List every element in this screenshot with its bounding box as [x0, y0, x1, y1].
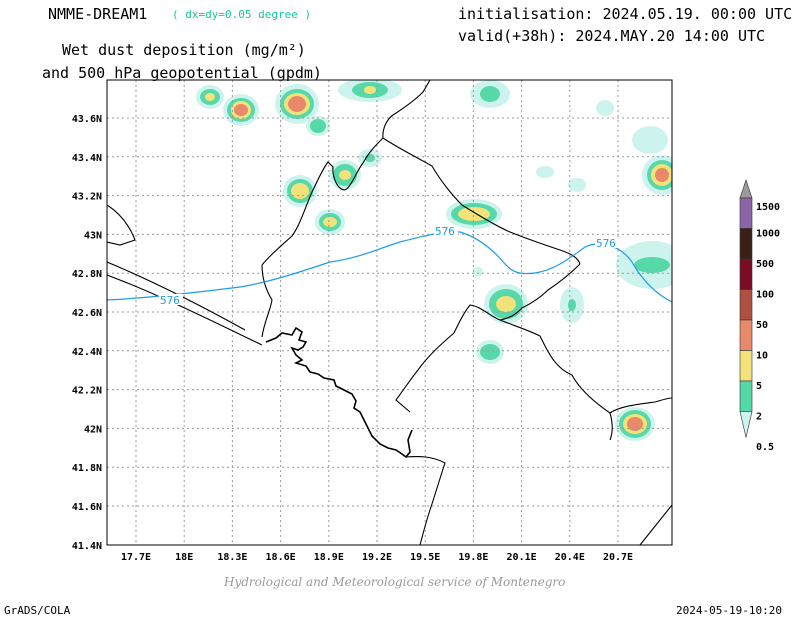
legend-level-label: 0.5	[756, 442, 774, 453]
contour-label: 576	[160, 294, 180, 307]
lon-tick-label: 20.4E	[555, 552, 585, 563]
model-name: NMME-DREAM1	[48, 5, 148, 23]
legend-swatch	[739, 289, 753, 321]
contour-label: 576	[596, 237, 616, 250]
lat-tick-label: 43.2N	[72, 192, 102, 203]
border-line	[107, 261, 246, 331]
deposition-blob	[306, 116, 330, 136]
legend-cap-top	[739, 179, 753, 199]
deposition-blob	[476, 340, 504, 364]
lon-tick-label: 17.7E	[121, 552, 151, 563]
color-legend: 1500 1000 500 100 50 10 5 2 0.5	[739, 179, 780, 453]
lat-tick-label: 43.6N	[72, 114, 102, 125]
legend-level-label: 2	[756, 412, 762, 423]
border-line	[107, 204, 136, 246]
lon-tick-label: 18.6E	[266, 552, 296, 563]
deposition-blob	[616, 241, 672, 289]
deposition-blob	[632, 126, 668, 154]
deposition-blob	[568, 178, 586, 192]
legend-swatch	[739, 319, 753, 351]
legend-swatch	[739, 228, 753, 260]
deposition-blob	[484, 284, 528, 324]
lon-tick-label: 19.2E	[362, 552, 392, 563]
lat-tick-label: 43.4N	[72, 153, 102, 164]
software-label: GrADS/COLA	[4, 604, 71, 617]
legend-level-label: 100	[756, 290, 774, 301]
lon-tick-label: 20.7E	[603, 552, 633, 563]
lat-tick-label: 42.4N	[72, 347, 102, 358]
chart-title-line1: Wet dust deposition (mg/m²)	[62, 41, 306, 59]
resolution-note: ( dx=dy=0.05 degree )	[172, 8, 312, 21]
deposition-blob	[470, 80, 510, 108]
border-line	[404, 455, 446, 545]
border-line	[609, 412, 613, 441]
timestamp-label: 2024-05-19-10:20	[676, 604, 782, 617]
lon-tick-label: 18E	[175, 552, 193, 563]
deposition-blob	[196, 85, 224, 109]
legend-cap-bottom	[739, 411, 753, 438]
lat-tick-label: 42.2N	[72, 386, 102, 397]
border-line	[382, 137, 581, 265]
legend-level-label: 50	[756, 320, 768, 331]
lon-tick-label: 19.5E	[410, 552, 440, 563]
border-line	[639, 504, 672, 545]
legend-level-label: 5	[756, 381, 762, 392]
lat-tick-label: 42N	[84, 424, 102, 435]
deposition-blob	[275, 84, 319, 124]
latitude-axis: 43.6N 43.4N 43.2N 43N 42.8N 42.6N 42.4N 42.2N 42…	[72, 114, 102, 552]
lon-tick-label: 18.3E	[217, 552, 247, 563]
deposition-blob	[560, 287, 584, 323]
lat-tick-label: 41.6N	[72, 502, 102, 513]
map-frame	[106, 79, 673, 546]
deposition-blob	[315, 209, 345, 235]
lat-tick-label: 42.6N	[72, 308, 102, 319]
lat-tick-label: 43N	[84, 230, 102, 241]
chart-title-line2: and 500 hPa geopotential (gpdm)	[42, 64, 322, 82]
legend-swatch	[739, 197, 753, 229]
deposition-blob	[338, 80, 402, 102]
border-line	[261, 80, 431, 266]
border-line	[261, 264, 273, 338]
contour-label: 576	[435, 225, 455, 238]
grid-lines	[107, 80, 672, 545]
border-line	[107, 274, 263, 346]
lat-tick-label: 42.8N	[72, 269, 102, 280]
longitude-axis: 17.7E 18E 18.3E 18.6E 18.9E 19.2E 19.5E 19.8E 20…	[121, 552, 633, 563]
deposition-blob	[596, 100, 614, 116]
credit-text: Hydrological and Meteorological service …	[224, 575, 566, 589]
valid-time: valid(+38h): 2024.MAY.20 14:00 UTC	[458, 27, 766, 45]
legend-level-label: 1000	[756, 229, 780, 240]
deposition-blob	[223, 94, 259, 126]
deposition-field	[196, 80, 672, 441]
legend-swatch	[739, 350, 753, 382]
coastline	[265, 326, 413, 459]
lat-tick-label: 41.8N	[72, 463, 102, 474]
legend-level-label: 500	[756, 259, 774, 270]
border-line	[609, 397, 672, 414]
lon-tick-label: 18.9E	[314, 552, 344, 563]
border-line	[499, 319, 611, 414]
legend-level-label: 10	[756, 351, 768, 362]
deposition-blob	[642, 155, 672, 195]
legend-swatch	[739, 380, 753, 412]
lon-tick-label: 19.8E	[458, 552, 488, 563]
legend-swatch	[739, 258, 753, 290]
geopotential-contour	[107, 231, 672, 303]
deposition-blob	[536, 166, 554, 178]
contour-labels: 576 576 576	[159, 225, 619, 307]
border-line	[395, 263, 581, 413]
deposition-blob	[615, 407, 655, 441]
lon-tick-label: 20.1E	[507, 552, 537, 563]
legend-level-label: 1500	[756, 202, 780, 213]
boundary-lines	[107, 80, 672, 545]
init-time: initialisation: 2024.05.19. 00:00 UTC	[458, 5, 793, 23]
lat-tick-label: 41.4N	[72, 541, 102, 552]
deposition-blob	[473, 267, 483, 277]
deposition-blob	[329, 160, 361, 190]
